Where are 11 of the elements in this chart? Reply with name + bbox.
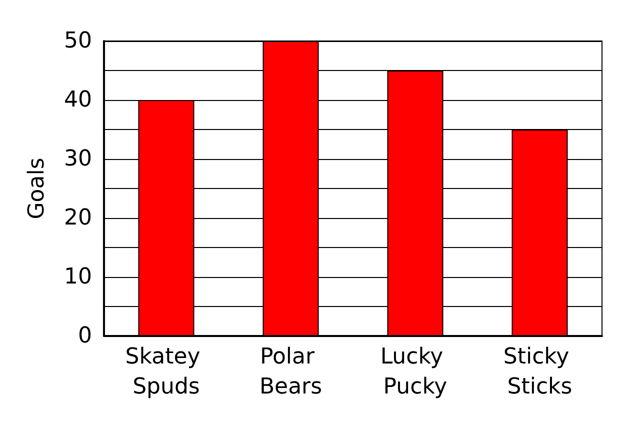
- y-tick-label: 20: [64, 206, 92, 230]
- y-tick-label: 40: [64, 88, 92, 112]
- y-tick-label: 30: [64, 146, 92, 172]
- y-tick-label: 50: [64, 28, 92, 54]
- y-tick-label: 0: [78, 324, 92, 348]
- x-tick-label: Skatey Spuds: [125, 344, 208, 400]
- x-tick-label: Sticky Sticks: [503, 344, 576, 400]
- x-tick-label: Polar Bears: [259, 344, 322, 400]
- y-axis-title: Goals: [24, 158, 50, 220]
- y-tick-label: 10: [64, 264, 92, 290]
- x-tick-label: Lucky Pucky: [380, 344, 450, 400]
